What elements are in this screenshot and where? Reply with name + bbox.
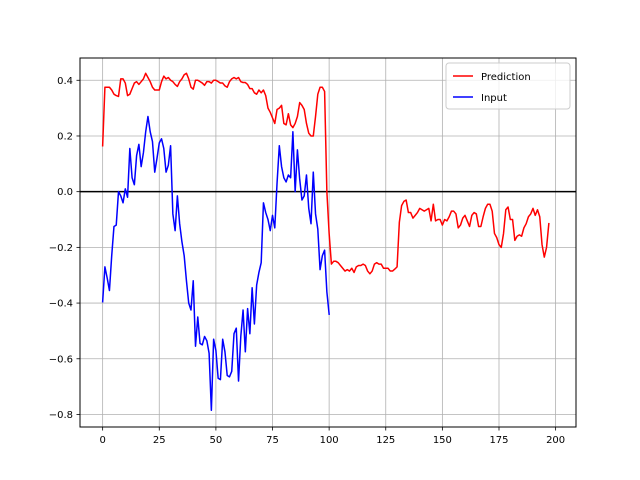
legend-box: [445, 62, 571, 110]
x-tick-label: 175: [489, 435, 508, 446]
y-tick-label: −0.6: [49, 354, 73, 365]
x-tick-label: 150: [433, 435, 452, 446]
x-tick-label: 0: [99, 435, 105, 446]
legend: Prediction Input: [445, 62, 571, 110]
y-tick-label: −0.8: [49, 410, 73, 421]
y-tick-label: −0.4: [49, 299, 73, 310]
x-tick-label: 50: [210, 435, 223, 446]
x-tick-label: 25: [153, 435, 166, 446]
plot-frame: [79, 57, 577, 428]
legend-label-input: Input: [481, 93, 507, 104]
x-tick-label: 200: [546, 435, 565, 446]
y-tick-label: 0.4: [57, 76, 73, 87]
x-tick-label: 75: [266, 435, 279, 446]
axis-ticks: 0 25 50 75 100 125 150 175 200 0.4 0.2 0.0 −0.2 −0.4 −…: [49, 76, 565, 446]
y-tick-label: 0.2: [57, 131, 73, 142]
series: [101, 72, 550, 412]
series-line-input: [101, 115, 330, 412]
y-tick-label: 0.0: [57, 187, 73, 198]
series-line-prediction: [101, 72, 550, 275]
legend-label-prediction: Prediction: [481, 72, 531, 83]
y-tick-label: −0.2: [49, 243, 73, 254]
x-tick-label: 100: [320, 435, 339, 446]
x-tick-label: 125: [376, 435, 395, 446]
